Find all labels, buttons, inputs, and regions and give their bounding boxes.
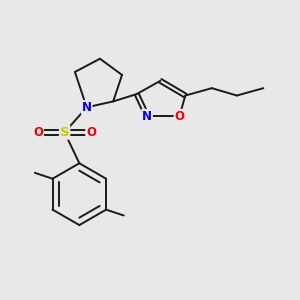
Text: N: N <box>142 110 152 123</box>
Text: S: S <box>60 126 69 139</box>
Text: O: O <box>86 126 96 139</box>
Text: O: O <box>174 110 184 123</box>
Text: N: N <box>82 101 92 114</box>
Text: O: O <box>33 126 43 139</box>
